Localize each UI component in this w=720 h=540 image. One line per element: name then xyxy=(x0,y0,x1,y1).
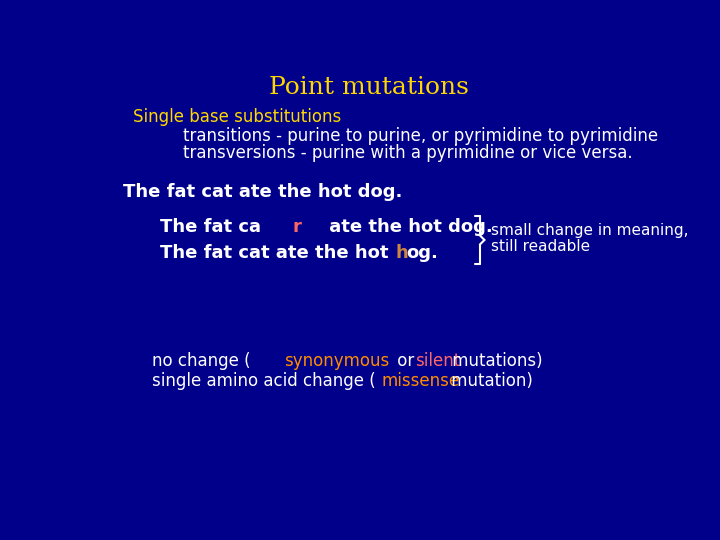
Text: og.: og. xyxy=(407,245,438,262)
Text: no change (: no change ( xyxy=(152,352,251,370)
Text: small change in meaning,: small change in meaning, xyxy=(490,223,688,238)
Text: or: or xyxy=(392,352,419,370)
Text: transitions - purine to purine, or pyrimidine to pyrimidine: transitions - purine to purine, or pyrim… xyxy=(183,127,658,145)
Text: mutation): mutation) xyxy=(446,372,533,389)
Text: transversions - purine with a pyrimidine or vice versa.: transversions - purine with a pyrimidine… xyxy=(183,144,633,163)
Text: Point mutations: Point mutations xyxy=(269,76,469,99)
Text: missense: missense xyxy=(381,372,459,389)
Text: The fat ca: The fat ca xyxy=(160,218,261,235)
Text: still readable: still readable xyxy=(490,239,590,254)
Text: mutations): mutations) xyxy=(446,352,542,370)
Text: The fat cat ate the hot: The fat cat ate the hot xyxy=(160,245,395,262)
Text: The fat cat ate the hot dog.: The fat cat ate the hot dog. xyxy=(122,183,402,201)
Text: ate the hot dog.: ate the hot dog. xyxy=(323,218,493,235)
Text: silent: silent xyxy=(415,352,460,370)
Text: Single base substitutions: Single base substitutions xyxy=(132,108,341,126)
Text: synonymous: synonymous xyxy=(284,352,390,370)
Text: single amino acid change (: single amino acid change ( xyxy=(152,372,376,389)
Text: r: r xyxy=(292,218,301,235)
Text: h: h xyxy=(396,245,408,262)
